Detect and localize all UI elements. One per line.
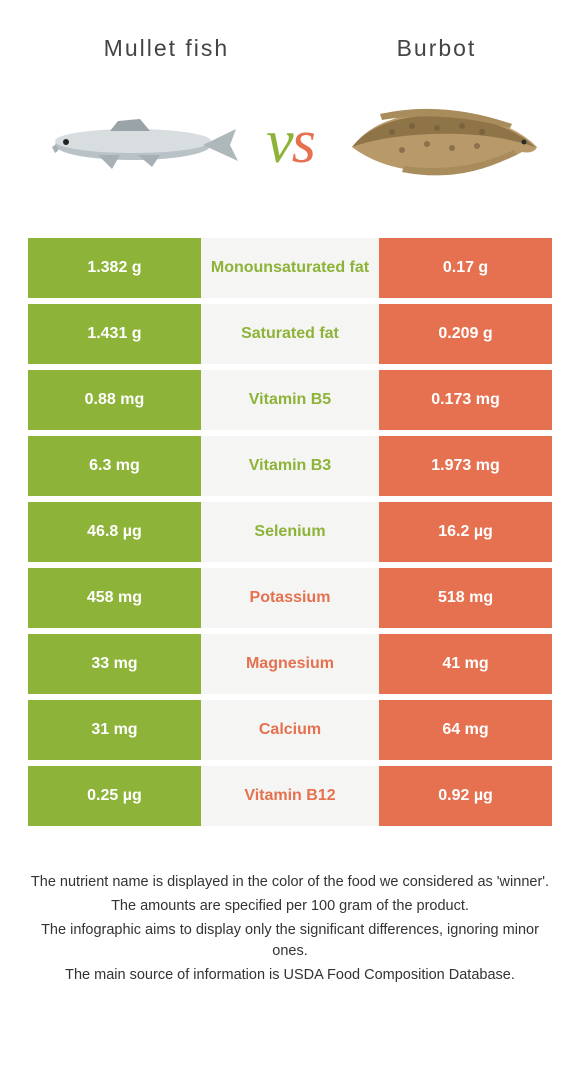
nutrient-name: Saturated fat: [201, 304, 379, 364]
right-value: 0.92 µg: [379, 766, 552, 826]
left-value: 458 mg: [28, 568, 201, 628]
nutrient-row: 0.88 mgVitamin B50.173 mg: [28, 370, 552, 430]
burbot-fish-image: [324, 92, 560, 192]
nutrient-row: 6.3 mgVitamin B31.973 mg: [28, 436, 552, 496]
nutrient-name: Vitamin B5: [201, 370, 379, 430]
left-value: 31 mg: [28, 700, 201, 760]
footnote-line: The infographic aims to display only the…: [28, 920, 552, 964]
nutrient-comparison-table: 1.382 gMonounsaturated fat0.17 g1.431 gS…: [28, 232, 552, 832]
nutrient-name: Vitamin B12: [201, 766, 379, 826]
right-value: 518 mg: [379, 568, 552, 628]
footnote-line: The amounts are specified per 100 gram o…: [28, 896, 552, 918]
nutrient-row: 1.382 gMonounsaturated fat0.17 g: [28, 238, 552, 298]
hero-row: vs: [0, 82, 580, 232]
left-value: 0.88 mg: [28, 370, 201, 430]
nutrient-row: 46.8 µgSelenium16.2 µg: [28, 502, 552, 562]
right-value: 0.173 mg: [379, 370, 552, 430]
left-value: 1.382 g: [28, 238, 201, 298]
nutrient-name: Monounsaturated fat: [201, 238, 379, 298]
nutrient-name: Magnesium: [201, 634, 379, 694]
nutrient-name: Vitamin B3: [201, 436, 379, 496]
header-titles: Mullet fish Burbot: [0, 0, 580, 82]
right-value: 64 mg: [379, 700, 552, 760]
nutrient-row: 31 mgCalcium64 mg: [28, 700, 552, 760]
nutrient-name: Selenium: [201, 502, 379, 562]
left-value: 1.431 g: [28, 304, 201, 364]
right-value: 16.2 µg: [379, 502, 552, 562]
right-value: 0.209 g: [379, 304, 552, 364]
left-value: 0.25 µg: [28, 766, 201, 826]
nutrient-row: 1.431 gSaturated fat0.209 g: [28, 304, 552, 364]
right-value: 41 mg: [379, 634, 552, 694]
nutrient-name: Potassium: [201, 568, 379, 628]
left-value: 6.3 mg: [28, 436, 201, 496]
right-food-title: Burbot: [397, 35, 477, 62]
vs-v: v: [266, 108, 292, 176]
nutrient-row: 0.25 µgVitamin B120.92 µg: [28, 766, 552, 826]
footnotes: The nutrient name is displayed in the co…: [0, 832, 580, 987]
left-value: 46.8 µg: [28, 502, 201, 562]
vs-label: vs: [266, 107, 314, 178]
left-food-title: Mullet fish: [104, 35, 230, 62]
nutrient-row: 458 mgPotassium518 mg: [28, 568, 552, 628]
vs-s: s: [292, 108, 314, 176]
nutrient-name: Calcium: [201, 700, 379, 760]
mullet-fish-image: [20, 107, 256, 177]
footnote-line: The main source of information is USDA F…: [28, 965, 552, 987]
footnote-line: The nutrient name is displayed in the co…: [28, 872, 552, 894]
nutrient-row: 33 mgMagnesium41 mg: [28, 634, 552, 694]
right-value: 1.973 mg: [379, 436, 552, 496]
left-value: 33 mg: [28, 634, 201, 694]
right-value: 0.17 g: [379, 238, 552, 298]
